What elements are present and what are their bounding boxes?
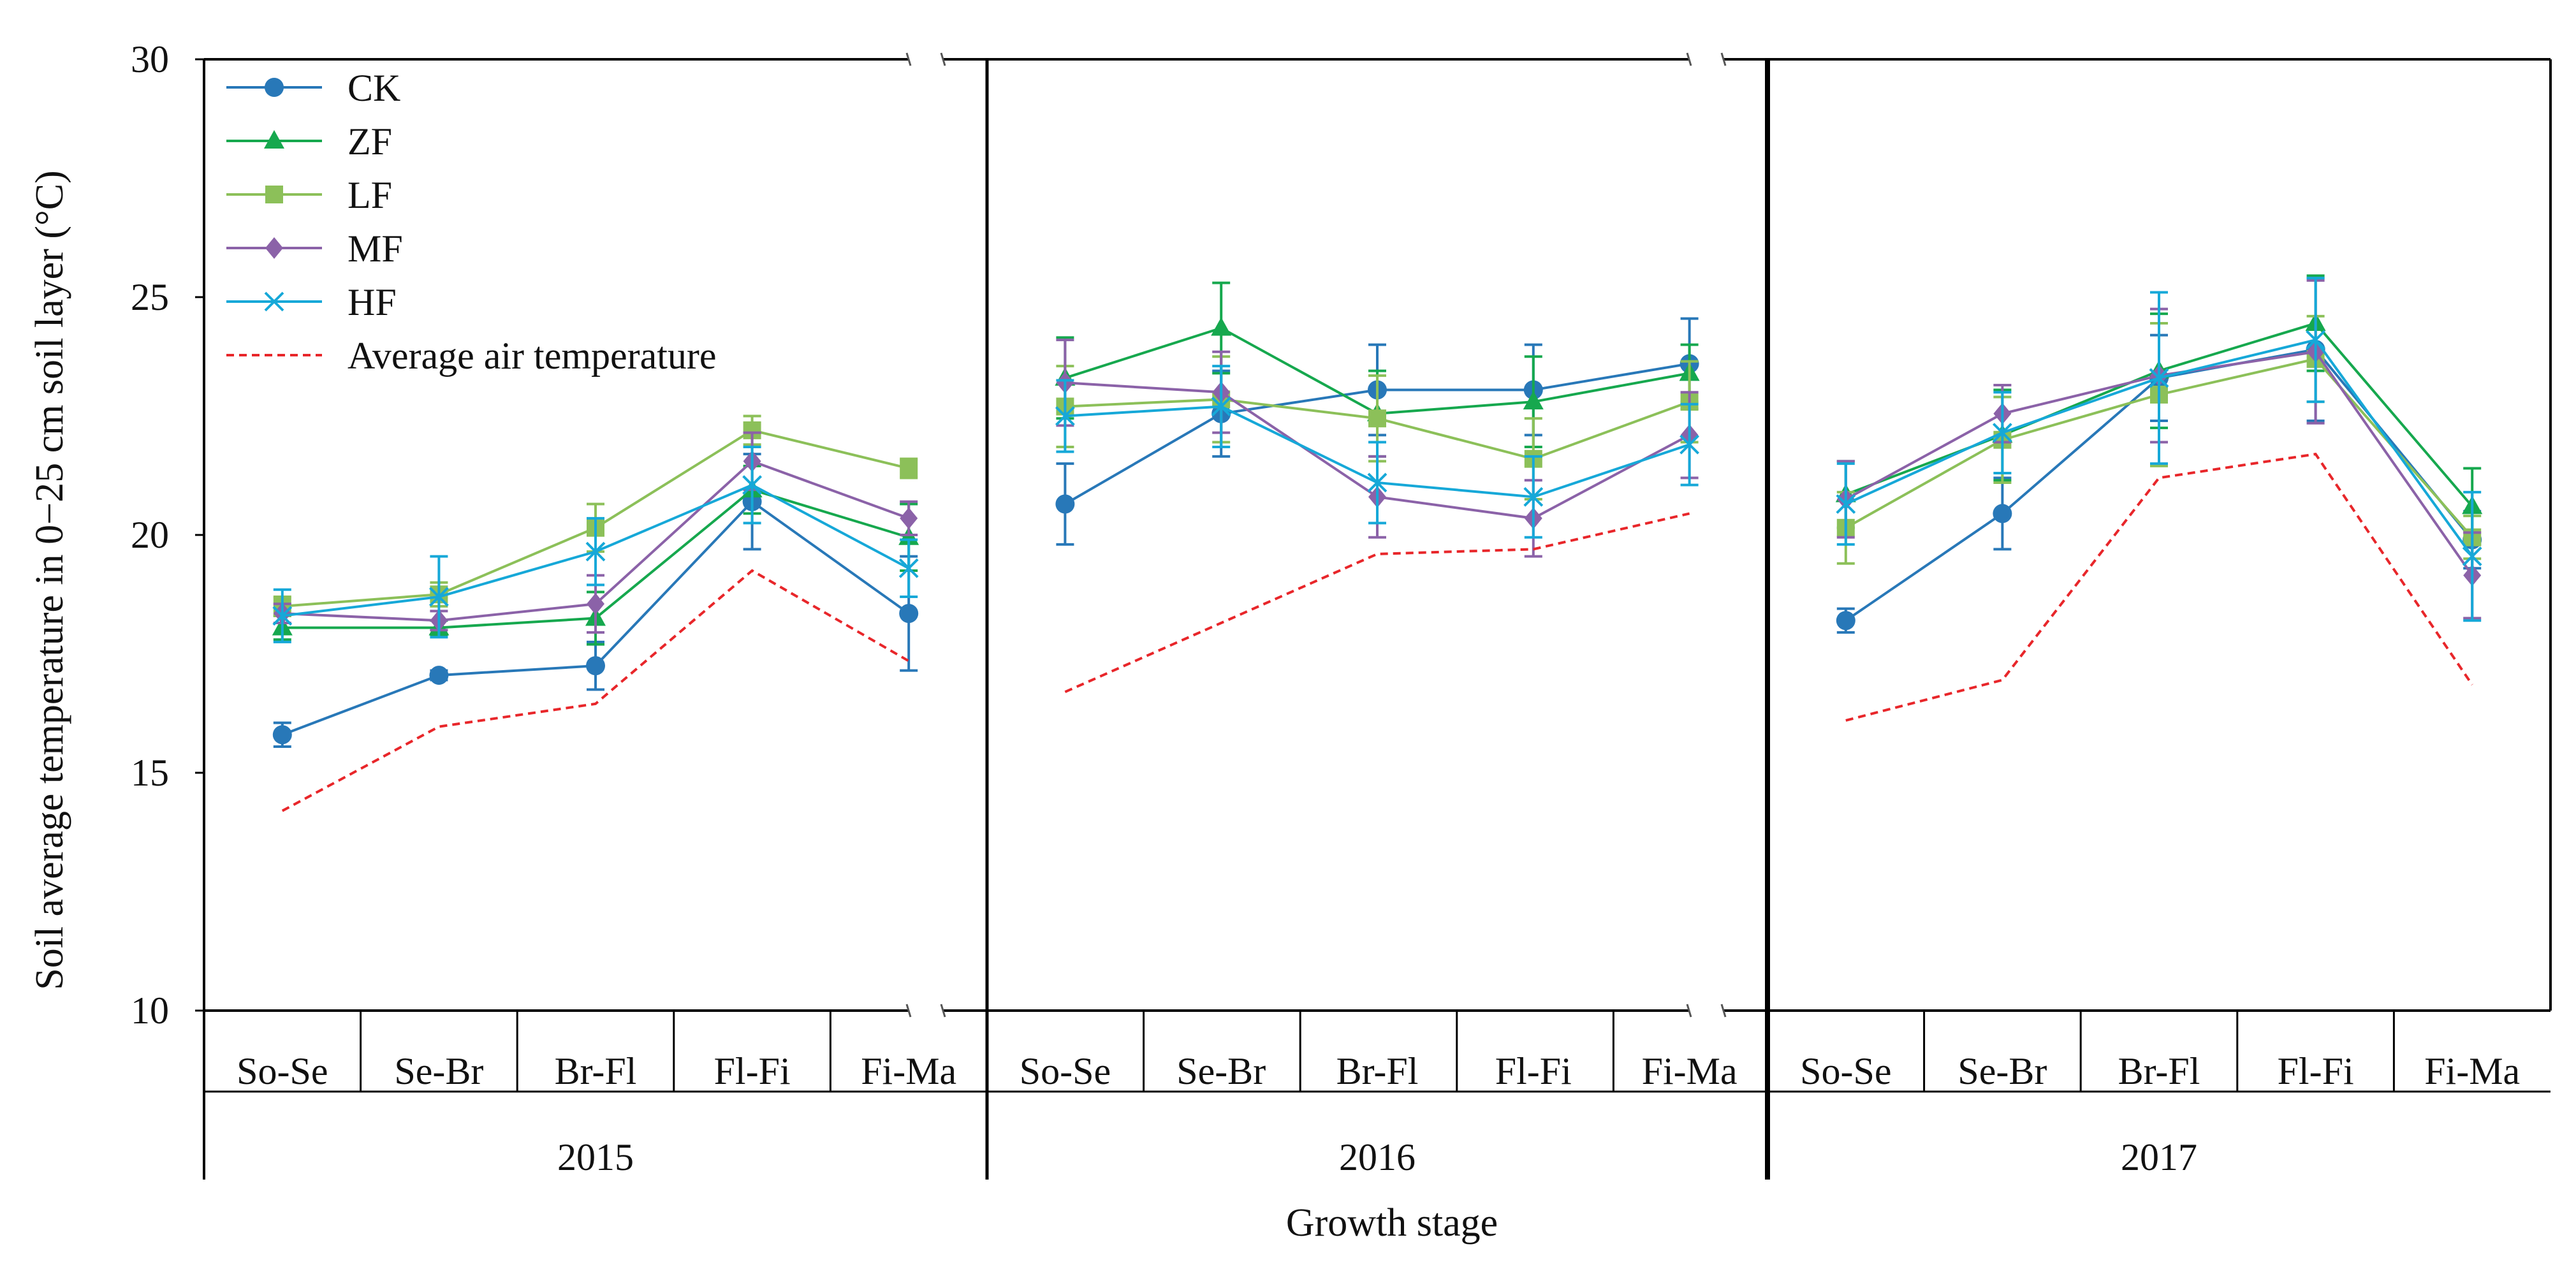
data-point (2462, 546, 2482, 566)
x-tick-label: Br-Fl (2118, 1050, 2200, 1092)
air-temperature-line (1845, 453, 2473, 722)
data-point (1211, 317, 1232, 336)
data-point (1055, 494, 1075, 514)
legend-label: MF (348, 228, 403, 270)
axis-break-mark (905, 52, 912, 66)
x-tick-label: Br-Fl (1336, 1050, 1419, 1092)
data-point (264, 291, 284, 312)
x-tick-label: Fl-Fi (2278, 1050, 2354, 1092)
legend-label: HF (348, 281, 397, 323)
legend-item: LF (226, 174, 392, 216)
data-point (1993, 504, 2012, 523)
legend-label: ZF (348, 121, 392, 163)
data-point (272, 725, 292, 745)
axis-break-mark (940, 52, 946, 66)
y-tick-label: 20 (131, 514, 169, 556)
x-tick-label: So-Se (1020, 1050, 1111, 1092)
x-tick-label: So-Se (1800, 1050, 1891, 1092)
axis-break-mark (905, 1004, 912, 1018)
data-point (429, 666, 449, 685)
axis-break-mark (1720, 52, 1727, 66)
chart-frame: 10 15 20 25 30 So-Se Se-Br Br-Fl Fl-Fi Fi-Ma 2015 S… (131, 38, 2552, 1180)
data-point (1367, 472, 1387, 493)
legend-item: CK (226, 67, 400, 109)
data-point (900, 459, 918, 478)
y-tick-label: 25 (131, 276, 169, 318)
x-tick-label: Se-Br (1176, 1050, 1266, 1092)
data-point (272, 606, 293, 626)
data-point (1836, 611, 1855, 631)
year-label: 2016 (1339, 1136, 1416, 1178)
data-point (265, 78, 284, 97)
series-hf (272, 277, 2482, 643)
legend-label: CK (348, 67, 400, 109)
data-point (1055, 406, 1075, 426)
y-tick-label: 30 (131, 38, 169, 80)
x-axis-title: Growth stage (1286, 1201, 1498, 1245)
x-tick-label: Se-Br (394, 1050, 483, 1092)
data-point (1523, 391, 1544, 410)
data-point (2149, 368, 2169, 388)
data-point (900, 507, 918, 529)
y-tick-label: 10 (131, 990, 169, 1032)
data-point (1523, 486, 1544, 507)
x-tick-label: Fi-Ma (861, 1050, 956, 1092)
axis-break-mark (1686, 1004, 1692, 1018)
air-temperature-line (281, 569, 910, 812)
legend-item: Average air temperature (226, 335, 717, 377)
axis-break-mark (1686, 52, 1692, 66)
legend-item: ZF (226, 121, 392, 163)
data-point (428, 587, 449, 607)
x-tick-label: So-Se (237, 1050, 328, 1092)
data-point (586, 656, 605, 676)
data-point (1836, 494, 1856, 514)
axis-break-gap (1688, 1007, 1724, 1014)
axis-break-gap (908, 55, 944, 63)
data-point (265, 186, 283, 203)
data-point (1992, 423, 2012, 443)
data-point (1680, 434, 1700, 455)
axis-break-gap (908, 1007, 944, 1014)
data-point (265, 237, 283, 259)
x-tick-label: Fi-Ma (1642, 1050, 1738, 1092)
year-label: 2015 (557, 1136, 634, 1178)
axis-break-gap (1688, 55, 1724, 63)
chart-labels: Soil average temperature in 0−25 cm soil… (28, 170, 1498, 1245)
legend-label: Average air temperature (348, 335, 717, 377)
x-tick-label: Fi-Ma (2424, 1050, 2520, 1092)
y-tick-label: 15 (131, 752, 169, 794)
legend: CK ZF LF MF HF Average air temperature (226, 67, 717, 377)
data-point (1211, 397, 1231, 416)
y-axis-title: Soil average temperature in 0−25 cm soil… (28, 170, 71, 990)
legend-item: MF (226, 228, 403, 270)
axis-break-mark (940, 1004, 946, 1018)
legend-item: HF (226, 281, 397, 323)
series-average-air-temperature (281, 453, 2473, 812)
legend-label: LF (348, 174, 392, 216)
data-point (742, 475, 763, 495)
data-point (2306, 330, 2326, 350)
data-point (264, 130, 284, 149)
x-tick-label: Fl-Fi (1495, 1050, 1572, 1092)
data-point (898, 558, 919, 578)
year-label: 2017 (2121, 1136, 2197, 1178)
air-temperature-line (1064, 512, 1690, 694)
data-point (899, 604, 919, 624)
data-point (587, 593, 604, 615)
data-point (585, 541, 606, 562)
x-tick-label: Fl-Fi (714, 1050, 791, 1092)
chart-series (272, 274, 2483, 812)
axis-break-mark (1720, 1004, 1727, 1018)
x-tick-label: Br-Fl (555, 1050, 637, 1092)
data-point (1368, 409, 1386, 428)
x-tick-label: Se-Br (1958, 1050, 2047, 1092)
